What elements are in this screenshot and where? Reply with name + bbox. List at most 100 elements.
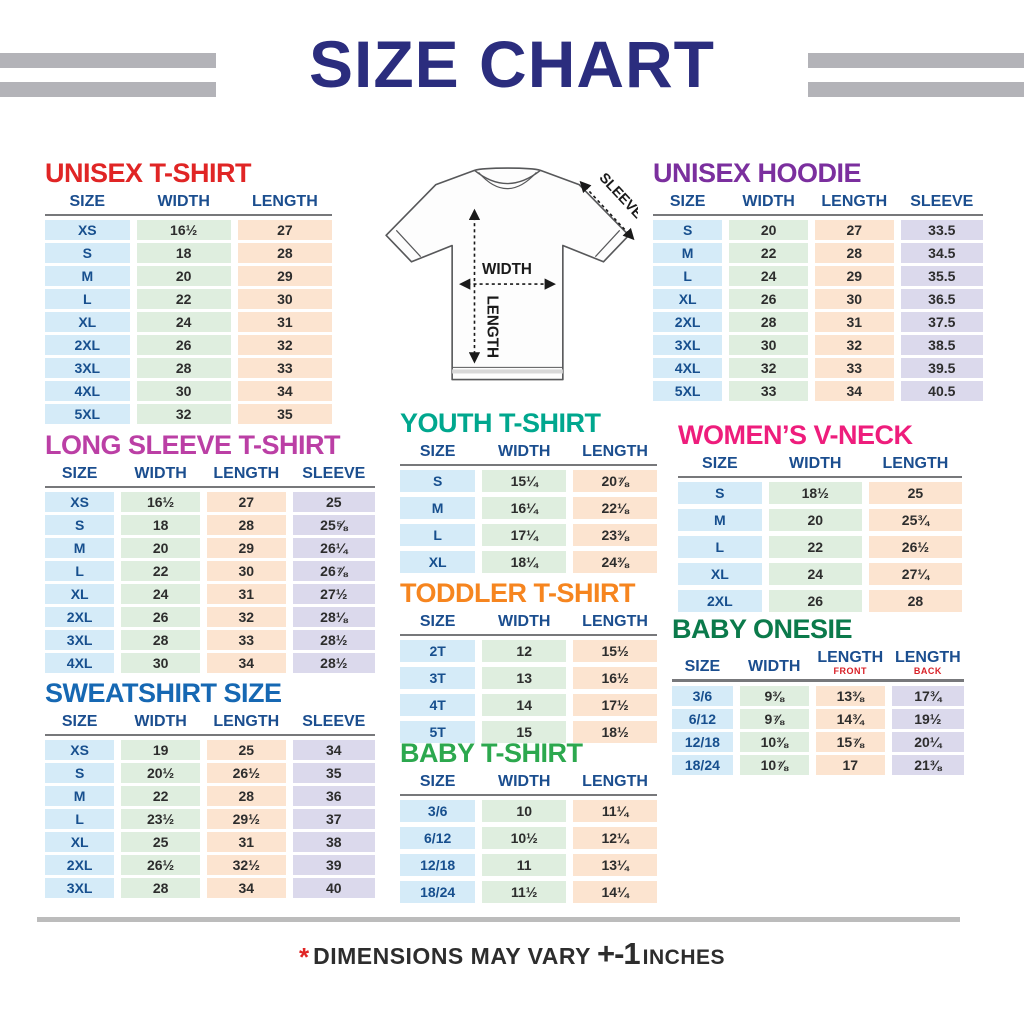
value-cell: 37.5 [900,312,983,333]
table-body: 3/6 9⅜ 13⅜ 17¾ 6/12 9⅞ 14¾ 19½ 12/18 10⅜ 15⅞ 20¼ 18/… [672,685,964,775]
value-cell: 33 [206,630,286,651]
value-cell: 31 [814,312,894,333]
value-cell: 33.5 [900,220,983,241]
table-row: 3/6 10 11¼ [400,800,657,823]
womens-vneck-table: WOMEN’S V-NECK SIZE WIDTH LENGTH S 18½ 25 M 20… [678,420,962,613]
value-cell: 35 [292,763,375,784]
column-header: SIZE [61,465,98,482]
value-cell: 33 [237,358,332,379]
size-cell: M [45,786,115,807]
table-row: 2XL 26 32 [45,335,332,356]
header-rule [678,475,962,479]
value-cell: 18¼ [482,551,567,574]
value-cell: 35.5 [900,266,983,287]
column-header: LENGTH [251,193,318,210]
table-title: BABY T-SHIRT [400,738,583,768]
value-cell: 24 [768,563,862,586]
column-header: SLEEVE [910,193,974,210]
size-cell: 18/24 [672,754,733,775]
value-cell: 22⅛ [573,497,657,520]
table-row: 18/24 10⅞ 17 21⅜ [672,754,964,775]
value-cell: 18 [121,515,200,536]
table-row: XL 26 30 36.5 [653,289,983,310]
table-row: 2XL 28 31 37.5 [653,312,983,333]
column-header: SLEEVE [302,465,366,482]
value-cell: 28 [121,878,200,899]
column-header: WIDTH [748,658,801,676]
table-row: XL 18¼ 24⅜ [400,551,657,574]
value-cell: 15½ [573,640,657,663]
table-header: SIZE WIDTH LENGTH SLEEVE [653,193,983,214]
table-row: 12/18 11 13¼ [400,854,657,877]
value-cell: 17¼ [482,524,567,547]
table-row: XS 19 25 34 [45,740,375,761]
value-cell: 34 [206,653,286,674]
value-cell: 32 [136,404,231,425]
value-cell: 33 [814,358,894,379]
decorative-bar [808,53,1024,68]
value-cell: 25¾ [868,509,962,532]
value-cell: 17¾ [891,685,964,706]
value-cell: 34 [814,381,894,402]
column-header: WIDTH [134,713,187,730]
column-subheader: BACK [913,665,942,676]
table-title: TODDLER T-SHIRT [400,578,636,608]
value-cell: 12 [482,640,567,663]
column-header: SIZE [419,613,456,630]
value-cell: 32 [206,607,286,628]
value-cell: 28½ [292,630,375,651]
value-cell: 40 [292,878,375,899]
table-body: XS 16½ 27 S 18 28 M 20 29 L 22 30 XL 24 31 2XL 26 32 3XL 28… [45,220,332,425]
value-cell: 28 [237,243,332,264]
size-cell: 3XL [653,335,723,356]
value-cell: 27 [206,492,286,513]
size-cell: M [45,538,115,559]
value-cell: 20 [121,538,200,559]
value-cell: 23½ [121,809,200,830]
table-title: YOUTH T-SHIRT [400,408,601,438]
value-cell: 28 [206,786,286,807]
value-cell: 27¼ [868,563,962,586]
footer-divider [37,917,960,922]
table-row: XS 16½ 27 [45,220,332,241]
table-row: 3/6 9⅜ 13⅜ 17¾ [672,685,964,706]
table-row: 18/24 11½ 14¼ [400,881,657,904]
table-row: M 22 28 34.5 [653,243,983,264]
table-row: 2XL 26 28 [678,590,962,613]
size-cell: 3XL [45,878,115,899]
value-cell: 20½ [121,763,200,784]
value-cell: 21⅜ [891,754,964,775]
table-body: S 20 27 33.5 M 22 28 34.5 L 24 29 35.5 XL 26 30 36.5 2XL… [653,220,983,402]
column-header: WIDTH [497,773,551,790]
header-rule [400,463,657,467]
value-cell: 16½ [121,492,200,513]
table-row: L 23½ 29½ 37 [45,809,375,830]
size-cell: 3XL [45,630,115,651]
value-cell: 17½ [573,694,657,717]
header-rule [672,679,964,682]
table-row: 3XL 28 33 [45,358,332,379]
table-row: 5XL 33 34 40.5 [653,381,983,402]
size-cell: 18/24 [400,881,476,904]
size-cell: XL [45,584,115,605]
table-row: S 15¼ 20⅞ [400,470,657,493]
value-cell: 25 [292,492,375,513]
table-row: 2XL 26½ 32½ 39 [45,855,375,876]
table-body: 2T 12 15½ 3T 13 16½ 4T 14 17½ 5T 15 18½ [400,640,657,744]
value-cell: 34 [206,878,286,899]
value-cell: 22 [768,536,862,559]
column-header: SLEEVE [302,713,366,730]
size-cell: XL [45,832,115,853]
size-cell: L [45,561,115,582]
unisex-hoodie-table: UNISEX HOODIE SIZE WIDTH LENGTH SLEEVE S 20 2… [653,158,983,402]
value-cell: 32 [729,358,808,379]
header-rule [45,733,375,737]
table-title: UNISEX T-SHIRT [45,158,252,188]
value-cell: 28½ [292,653,375,674]
value-cell: 29 [237,266,332,287]
column-header: WIDTH [134,465,187,482]
sleeve-arrow [579,180,635,241]
value-cell: 24 [121,584,200,605]
value-cell: 34.5 [900,243,983,264]
value-cell: 10⅞ [739,754,809,775]
